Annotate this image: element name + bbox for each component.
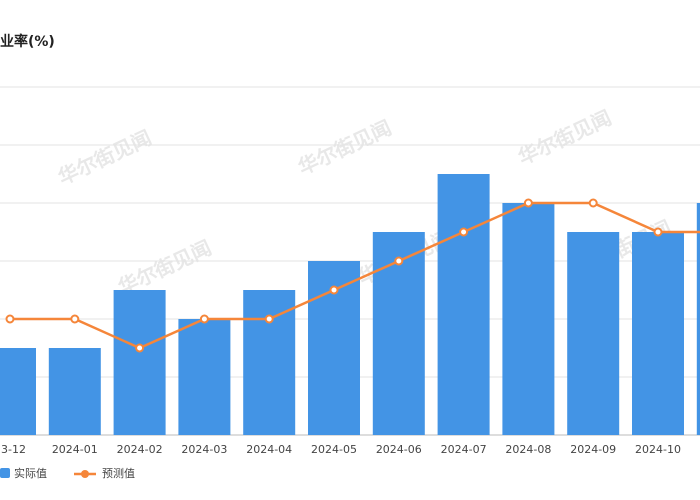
watermark: 华尔街见闻 (114, 236, 215, 300)
legend-swatch (0, 468, 10, 478)
chart-title: 业率(%) (0, 33, 55, 50)
x-tick-label: 2024-08 (505, 443, 551, 456)
watermark: 华尔街见闻 (294, 116, 395, 180)
forecast-point (653, 227, 663, 237)
forecast-point (588, 198, 598, 208)
bar (372, 232, 425, 435)
bar (113, 290, 166, 435)
bar (48, 348, 101, 435)
legend-label: 实际值 (14, 466, 47, 480)
watermark: 华尔街见闻 (514, 106, 615, 170)
forecast-point (135, 343, 145, 353)
forecast-point (523, 198, 533, 208)
forecast-point (199, 314, 209, 324)
legend-label: 预测值 (102, 467, 135, 480)
x-tick-label: 2024-03 (181, 443, 227, 456)
x-tick-label: 2024-09 (570, 443, 616, 456)
forecast-point (459, 227, 469, 237)
bar (502, 203, 555, 435)
bar (243, 290, 296, 435)
bar (0, 348, 36, 435)
x-tick-label: 23-12 (0, 443, 26, 456)
x-tick-label: 2024-01 (52, 443, 98, 456)
x-tick-label: 2024-02 (117, 443, 163, 456)
x-tick-label: 2024-10 (635, 443, 681, 456)
bar (437, 174, 490, 435)
x-tick-label: 2024-07 (441, 443, 487, 456)
forecast-point (264, 314, 274, 324)
bar (632, 232, 684, 435)
watermark: 华尔街见闻 (54, 126, 155, 190)
forecast-point (394, 256, 404, 266)
x-tick-label: 2024-06 (376, 443, 422, 456)
forecast-point (329, 285, 339, 295)
bar (178, 319, 231, 435)
legend-swatch (81, 470, 89, 478)
x-tick-label: 2024-05 (311, 443, 357, 456)
x-tick-label: 2024-04 (246, 443, 292, 456)
bar (567, 232, 620, 435)
forecast-line (10, 201, 700, 350)
bar (696, 203, 700, 435)
forecast-point (70, 314, 80, 324)
forecast-point (5, 314, 15, 324)
